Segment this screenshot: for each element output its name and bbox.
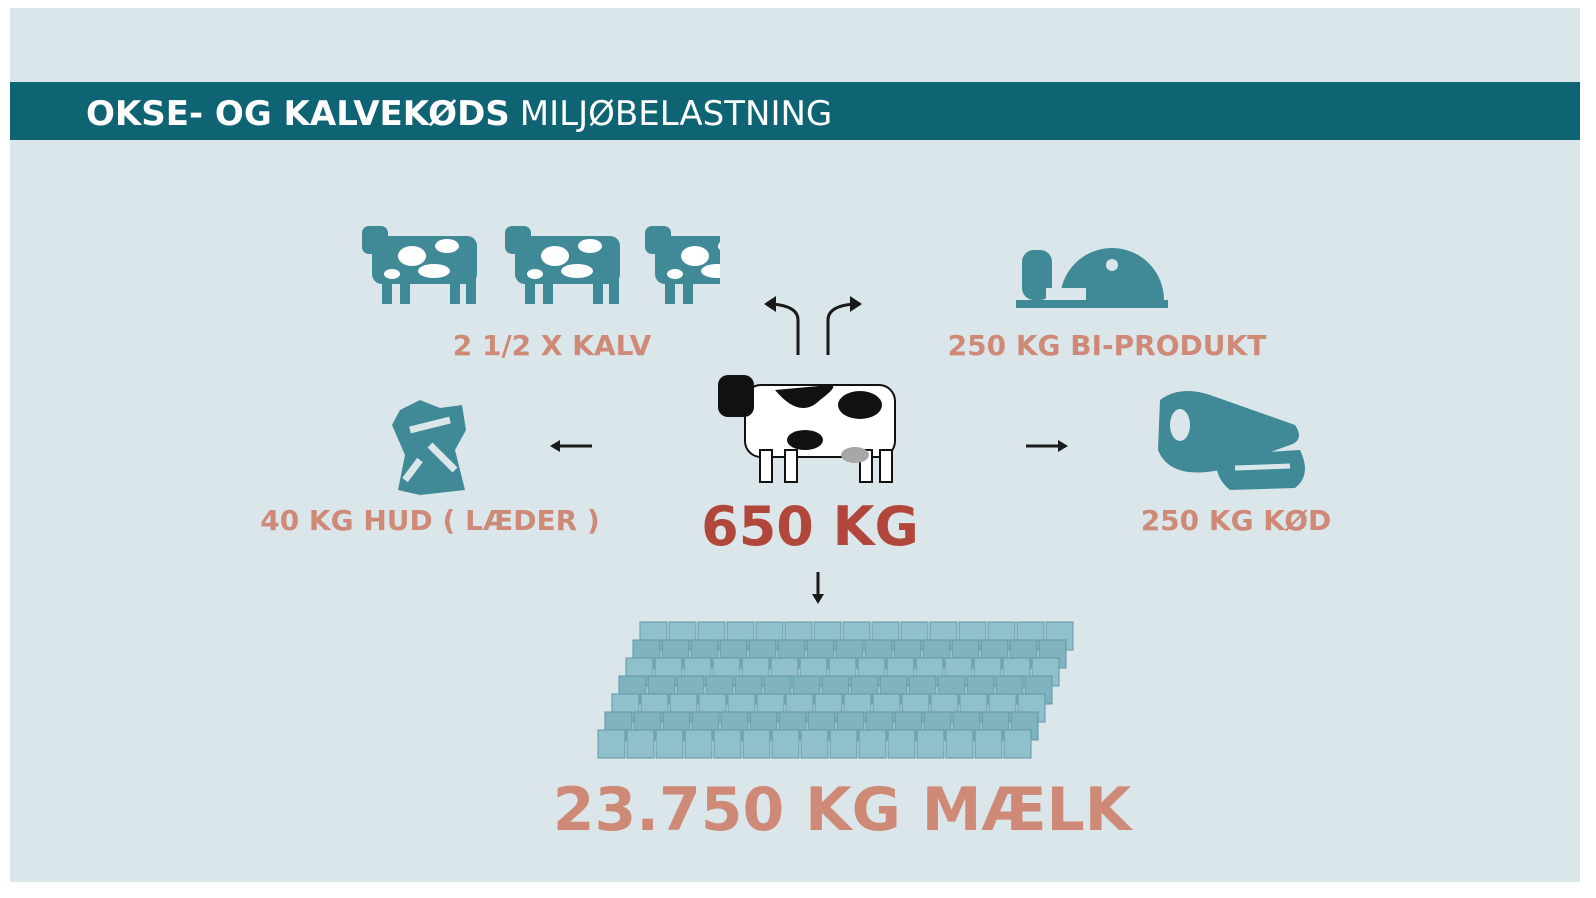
milk-carton: [714, 730, 741, 758]
milk-carton: [743, 730, 770, 758]
milk-carton: [801, 730, 828, 758]
milk-carton: [946, 730, 973, 758]
byproduct-label: 250 KG BI-PRODUKT: [948, 329, 1267, 362]
milk-carton: [598, 730, 625, 758]
milk-carton: [772, 730, 799, 758]
infographic: OKSE- OG KALVEKØDSMILJØBELASTNING 2 1/2 …: [0, 0, 1596, 898]
milk-carton: [888, 730, 915, 758]
title-bold: OKSE- OG KALVEKØDS: [86, 94, 510, 134]
calf-label: 2 1/2 X KALV: [453, 329, 652, 362]
milk-carton: [917, 730, 944, 758]
center-weight: 650 KG: [701, 495, 919, 558]
meat-label: 250 KG KØD: [1141, 504, 1332, 537]
milk-carton: [975, 730, 1002, 758]
milk-label: 23.750 KG MÆLK: [553, 775, 1134, 845]
milk-carton: [830, 730, 857, 758]
milk-cartons: [598, 622, 1073, 758]
milk-carton: [859, 730, 886, 758]
hide-label: 40 KG HUD ( LÆDER ): [260, 504, 600, 537]
milk-carton: [1004, 730, 1031, 758]
milk-carton: [656, 730, 683, 758]
milk-carton: [627, 730, 654, 758]
title-light: MILJØBELASTNING: [520, 94, 832, 134]
milk-carton: [685, 730, 712, 758]
